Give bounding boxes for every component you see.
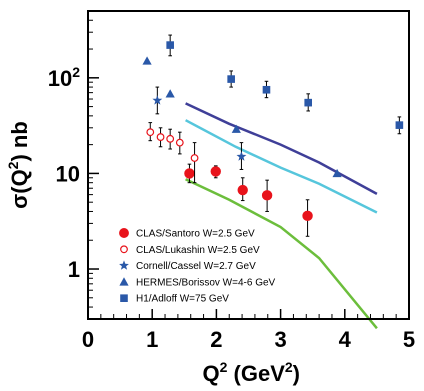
y-tick-label-base: 10 [56,161,80,186]
x-axis: 0 1 2 3 4 5 [82,309,415,352]
legend-label: HERMES/Borissov W=4-6 GeV [136,277,276,288]
legend-marker [120,245,128,254]
data-point-series-2 [190,154,199,162]
y-tick-label: 102 [48,64,80,91]
x-tick-label: 1 [146,327,158,352]
legend-label: CLAS/Lukashin W=2.5 GeV [136,245,260,256]
legend-marker [119,228,129,238]
data-point-series-2 [175,138,184,147]
data-point-series-3 [236,151,247,161]
data-point-series-5 [227,75,235,83]
y-axis-title-base: σ(Q [7,169,32,209]
data-point-series-5 [262,85,271,94]
data-points [142,34,404,237]
legend: CLAS/Santoro W=2.5 GeV CLAS/Lukashin W=2.… [119,228,276,305]
legend-item: HERMES/Borissov W=4-6 GeV [119,277,276,288]
data-point-series-2 [146,128,155,137]
y-tick-label: 10 [56,161,80,186]
legend-marker [119,277,129,286]
legend-item: CLAS/Santoro W=2.5 GeV [119,228,255,240]
legend-item: CLAS/Lukashin W=2.5 GeV [120,245,260,256]
y-tick-label-base: 10 [48,66,72,91]
error-bar [192,142,197,184]
data-point-series-4 [142,56,152,65]
x-axis-title-sup: 2 [220,359,228,375]
legend-label: Cornell/Cassel W=2.7 GeV [136,261,256,272]
data-point-series-2 [156,133,165,141]
y-tick-label-sup: 2 [72,64,80,80]
data-point-series-5 [395,121,404,129]
data-point-series-4 [165,89,175,98]
x-tick-label: 2 [210,327,222,352]
legend-marker [120,294,128,302]
x-axis-title: Q2 (GeV2) [202,359,300,386]
legend-marker [119,260,129,270]
model-curve-2 [185,119,378,214]
x-tick-label: 3 [274,327,286,352]
data-point-series-5 [166,41,174,49]
legend-item: Cornell/Cassel W=2.7 GeV [119,260,256,272]
legend-label: CLAS/Santoro W=2.5 GeV [136,229,255,240]
x-axis-title-sup2: 2 [285,359,293,375]
x-axis-title-rest: (GeV [227,361,285,386]
data-point-series-2 [166,134,175,143]
data-point-series-4 [231,124,241,133]
data-point-series-5 [304,98,313,107]
data-point-series-1 [261,190,273,201]
data-point-series-1 [237,184,248,196]
data-point-series-4 [332,168,342,178]
x-tick-label: 0 [82,327,94,352]
x-axis-title-base: Q [202,361,219,386]
legend-item: H1/Adloff W=75 GeV [120,294,229,305]
model-curve-3 [185,178,378,330]
y-axis-title-sup: 2 [5,161,21,169]
data-point-series-1 [302,210,313,222]
data-point-series-1 [184,168,195,179]
y-axis-title: σ(Q2) nb [5,121,32,209]
y-tick-label-base: 1 [68,257,80,282]
y-axis-title-rest: ) nb [7,121,32,161]
plot-frame [87,10,410,320]
y-tick-label: 1 [68,257,80,282]
data-point-series-1 [210,166,221,177]
legend-label: H1/Adloff W=75 GeV [136,294,229,305]
x-tick-label: 4 [339,327,352,352]
x-tick-label: 5 [403,327,415,352]
data-point-series-3 [152,95,163,105]
x-axis-title-end: ) [293,361,300,386]
